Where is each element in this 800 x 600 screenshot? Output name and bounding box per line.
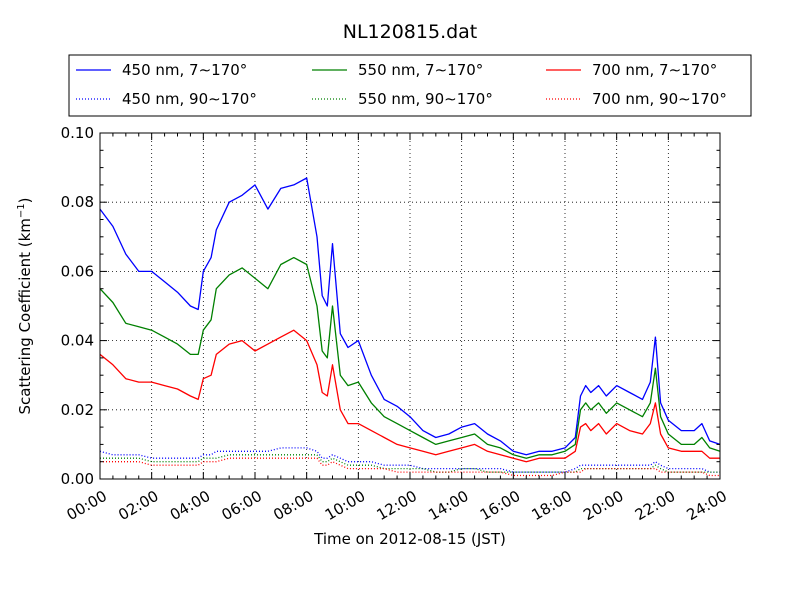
y-tick-label: 0.04	[61, 332, 94, 350]
y-tick-label: 0.00	[61, 470, 94, 488]
legend-items: 450 nm, 7∼170° 550 nm, 7∼170° 700 nm, 7∼17…	[76, 61, 727, 108]
series-line-4	[100, 454, 720, 473]
series-line-3	[99, 447, 720, 473]
y-axis-label-main: Scattering Coefficient (km	[16, 218, 34, 414]
y-axis-label-end: )	[16, 197, 34, 203]
axis-ticks	[99, 132, 721, 480]
grid-lines	[100, 133, 720, 479]
series-line-5	[100, 457, 720, 477]
series-line-1	[99, 256, 721, 459]
series-line-2	[99, 329, 720, 463]
legend-label: 700 nm, 7∼170°	[592, 61, 717, 79]
plot-area	[99, 132, 721, 480]
x-axis-label: Time on 2012-08-15 (JST)	[313, 530, 506, 548]
legend-label: 450 nm, 7∼170°	[122, 61, 247, 79]
series-group	[99, 177, 721, 477]
legend: 450 nm, 7∼170° 550 nm, 7∼170° 700 nm, 7∼17…	[68, 54, 752, 117]
legend-label: 550 nm, 7∼170°	[358, 61, 483, 79]
y-axis-label-sup: −1	[16, 203, 27, 218]
legend-frame	[68, 54, 752, 117]
y-tick-label: 0.06	[61, 262, 94, 280]
legend-label: 450 nm, 90∼170°	[122, 90, 257, 108]
chart-title: NL120815.dat	[343, 21, 478, 43]
y-tick-label: 0.02	[61, 401, 94, 419]
y-tick-label: 0.10	[61, 124, 94, 142]
legend-label: 700 nm, 90∼170°	[592, 90, 727, 108]
series-line-0	[99, 177, 721, 456]
y-axis-label: Scattering Coefficient (km−1)	[16, 197, 34, 414]
y-tick-labels: 0.00 0.02 0.04 0.06 0.08 0.10	[61, 124, 94, 488]
y-tick-label: 0.08	[61, 193, 94, 211]
legend-label: 550 nm, 90∼170°	[358, 90, 493, 108]
